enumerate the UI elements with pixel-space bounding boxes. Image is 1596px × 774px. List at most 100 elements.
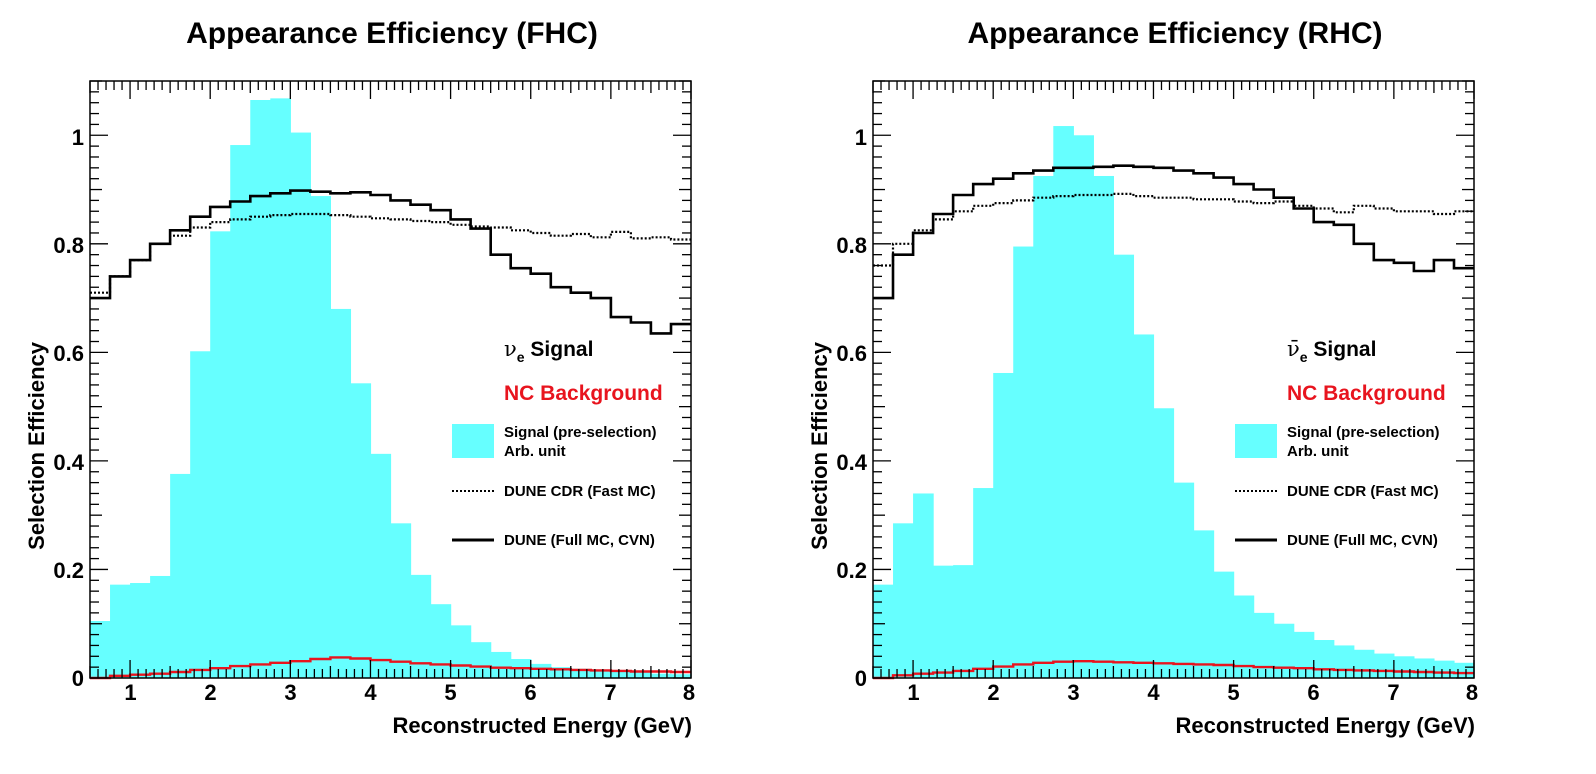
rhc-signal-bar xyxy=(1273,623,1295,678)
fhc-plot-area xyxy=(89,80,692,680)
rhc-signal-bar xyxy=(1433,660,1455,678)
rhc-signal-bar xyxy=(1233,595,1255,678)
fhc-ytick-labels: 0 0.2 0.4 0.6 0.8 1 xyxy=(53,125,84,691)
rhc-legend-signal-text: Signal xyxy=(1308,338,1377,361)
rhc-signal-bar xyxy=(1173,482,1195,678)
fhc-signal-bar xyxy=(630,672,652,678)
fhc-title: Appearance Efficiency (FHC) xyxy=(186,17,598,50)
rhc-signal-bar xyxy=(1313,640,1335,678)
rhc-xtick-label: 4 xyxy=(1147,680,1160,705)
fhc-legend-signal-symbol: ν xyxy=(504,337,517,361)
fhc-signal-bar xyxy=(390,523,412,678)
rhc-signal-bar xyxy=(973,488,994,678)
fhc-ytick-label: 0.6 xyxy=(53,341,84,366)
fhc-signal-bar xyxy=(350,383,372,678)
fhc-signal-bar xyxy=(150,575,171,678)
rhc-signal-bar xyxy=(1113,254,1135,678)
fhc-ytick-label: 1 xyxy=(72,125,84,150)
fhc-signal-bar xyxy=(170,473,191,678)
fhc-legend-dotted: DUNE CDR (Fast MC) xyxy=(504,483,656,500)
rhc-signal-bar xyxy=(893,523,914,678)
rhc-ytick-label: 0.8 xyxy=(836,233,867,258)
rhc-xtick-label: 1 xyxy=(907,680,919,705)
rhc-signal-bar xyxy=(1133,334,1155,678)
rhc-legend-signal-symbol: ν̄ xyxy=(1287,337,1300,361)
rhc-ytick-label: 0.2 xyxy=(836,558,867,583)
rhc-signal-bar xyxy=(1193,530,1215,678)
rhc-signal-bar xyxy=(1293,631,1315,678)
fhc-signal-bar xyxy=(210,231,231,678)
fhc-signal-bar xyxy=(550,667,572,678)
rhc-ytick-label: 0 xyxy=(855,666,867,691)
fhc-ylabel: Selection Efficiency xyxy=(24,341,49,550)
fhc-xlabel: Reconstructed Energy (GeV) xyxy=(392,713,692,738)
rhc-nc-background-line xyxy=(873,660,1474,680)
fhc-cdr-fastmc-line xyxy=(90,212,691,294)
rhc-xtick-label: 7 xyxy=(1387,680,1399,705)
rhc-legend-nc: NC Background xyxy=(1287,382,1446,405)
fhc-signal-bar xyxy=(470,642,492,678)
rhc-xtick-label: 6 xyxy=(1307,680,1319,705)
fhc-signal-bar xyxy=(410,574,432,678)
rhc-legend-fill-line1: Signal (pre-selection) xyxy=(1287,424,1440,441)
fhc-signal-bar xyxy=(570,668,592,678)
rhc-ylabel: Selection Efficiency xyxy=(807,341,832,550)
rhc-legend-signal-sub: e xyxy=(1300,349,1308,365)
rhc-plot-frame xyxy=(872,80,1475,679)
fhc-ytick-label: 0.2 xyxy=(53,558,84,583)
fhc-signal-bar xyxy=(370,453,392,678)
rhc-plot-area xyxy=(872,80,1475,680)
rhc-signal-bar xyxy=(933,565,954,678)
fhc-signal-bar xyxy=(650,673,672,678)
rhc-xtick-label: 2 xyxy=(987,680,999,705)
fhc-xtick-label: 3 xyxy=(284,680,296,705)
fhc-xtick-labels: 1 2 3 4 5 6 7 8 xyxy=(124,680,695,705)
rhc-xtick-labels: 1 2 3 4 5 6 7 8 xyxy=(907,680,1478,705)
fhc-signal-bar xyxy=(230,145,251,679)
fhc-ytick-label: 0.8 xyxy=(53,233,84,258)
fhc-signal-bar xyxy=(430,604,452,678)
fhc-ytick-label: 0 xyxy=(72,666,84,691)
rhc-signal-bar xyxy=(1093,175,1114,678)
fhc-xtick-label: 6 xyxy=(524,680,536,705)
rhc-ytick-label: 0.4 xyxy=(836,450,867,475)
rhc-signal-bar xyxy=(1393,656,1415,678)
rhc-signal-bar xyxy=(1153,408,1175,678)
rhc-xlabel: Reconstructed Energy (GeV) xyxy=(1175,713,1475,738)
rhc-fullmc-cvn-line xyxy=(873,164,1474,300)
fhc-legend-solid: DUNE (Full MC, CVN) xyxy=(504,532,655,549)
fhc-signal-bar xyxy=(250,99,271,678)
rhc-signal-bar xyxy=(953,565,974,678)
rhc-legend-fill-line2: Arb. unit xyxy=(1287,443,1349,460)
fhc-xtick-label: 2 xyxy=(204,680,216,705)
rhc-ytick-label: 0.6 xyxy=(836,341,867,366)
rhc-signal-bar xyxy=(1013,246,1034,679)
fhc-xtick-label: 1 xyxy=(124,680,136,705)
rhc-legend: ν̄e Signal NC Background Signal (pre-sel… xyxy=(1235,337,1446,549)
rhc-legend-fill-swatch xyxy=(1235,424,1277,458)
rhc-xtick-label: 8 xyxy=(1466,680,1478,705)
rhc-xtick-label: 5 xyxy=(1227,680,1239,705)
rhc-signal-bar xyxy=(1213,571,1235,678)
rhc-signal-bar xyxy=(913,493,934,678)
fhc-signal-bar xyxy=(610,671,632,678)
fhc-signal-bar xyxy=(90,621,111,678)
fhc-signal-bar xyxy=(310,196,331,679)
rhc-signal-bar xyxy=(1413,658,1435,678)
fhc-signal-bar xyxy=(670,674,692,678)
rhc-legend-signal: ν̄e Signal xyxy=(1287,337,1376,365)
rhc-signal-bar xyxy=(1353,649,1375,678)
rhc-signal-bar xyxy=(1373,653,1395,678)
fhc-plot-frame xyxy=(89,80,692,679)
fhc-legend-fill-swatch xyxy=(452,424,494,458)
fhc-signal-bar xyxy=(190,351,211,678)
fhc-signal-bar xyxy=(290,132,311,679)
rhc-signal-bar xyxy=(1333,645,1355,678)
fhc-signal-bar xyxy=(130,583,151,678)
fhc-xtick-label: 4 xyxy=(364,680,377,705)
fhc-signal-bar xyxy=(450,625,472,678)
fhc-nc-background-line xyxy=(90,656,691,680)
rhc-panel: Appearance Efficiency (RHC) Reconstructe… xyxy=(807,17,1478,738)
rhc-signal-bar xyxy=(1253,612,1275,678)
